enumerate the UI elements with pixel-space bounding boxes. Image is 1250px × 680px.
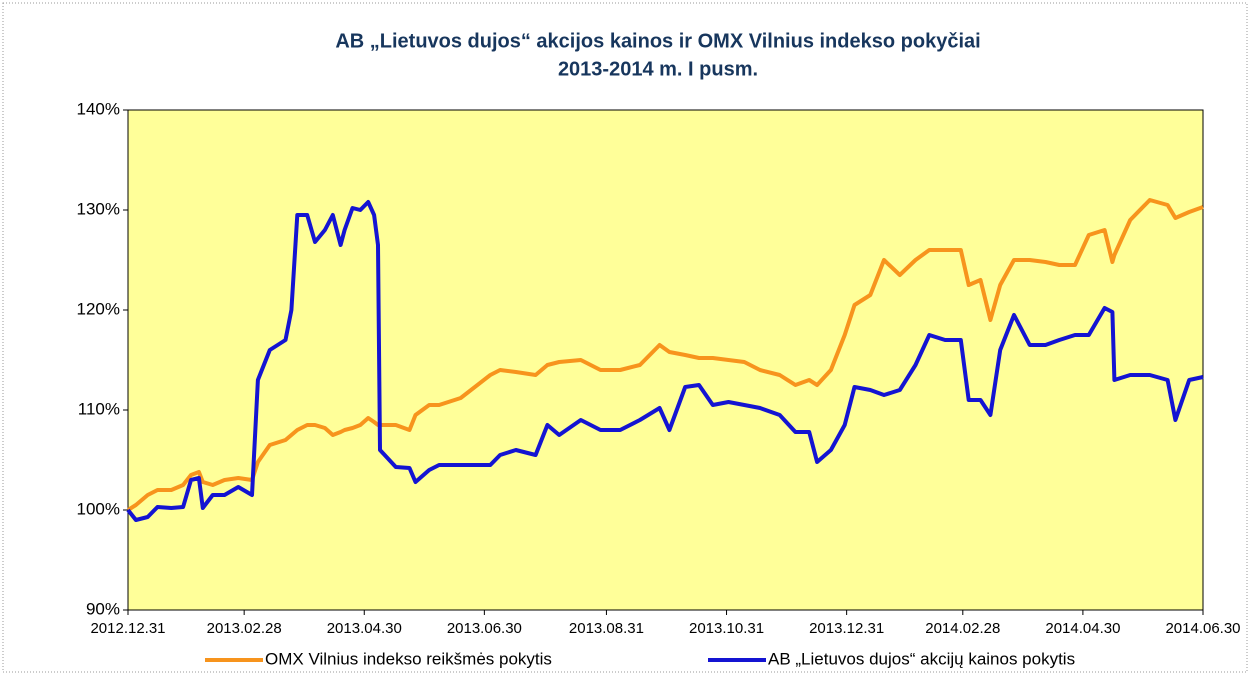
x-tick-label: 2014.02.28 <box>925 620 1000 637</box>
legend-label: AB „Lietuvos dujos“ akcijų kainos pokyti… <box>768 649 1075 668</box>
chart-title: AB „Lietuvos dujos“ akcijos kainos ir OM… <box>335 30 980 52</box>
y-tick-label: 130% <box>77 199 120 218</box>
x-tick-label: 2013.02.28 <box>207 620 282 637</box>
series-line <box>126 198 1204 512</box>
x-tick-label: 2014.04.30 <box>1045 620 1120 637</box>
y-tick-label: 100% <box>77 499 120 518</box>
x-tick-label: 2014.06.30 <box>1165 620 1240 637</box>
x-tick-label: 2013.10.31 <box>689 620 764 637</box>
y-tick-label: 120% <box>77 299 120 318</box>
legend-label: OMX Vilnius indekso reikšmės pokytis <box>265 649 552 668</box>
x-tick-label: 2013.12.31 <box>809 620 884 637</box>
series-line <box>126 200 1204 522</box>
x-tick-label: 2013.08.31 <box>569 620 644 637</box>
y-tick-label: 110% <box>78 399 120 418</box>
x-tick-label: 2013.06.30 <box>447 620 522 637</box>
y-tick-label: 90% <box>86 599 120 618</box>
x-tick-label: 2012.12.31 <box>90 620 165 637</box>
x-tick-label: 2013.04.30 <box>327 620 402 637</box>
y-tick-label: 140% <box>77 99 120 118</box>
chart-subtitle: 2013-2014 m. I pusm. <box>558 58 758 80</box>
plot-area <box>127 109 1204 611</box>
